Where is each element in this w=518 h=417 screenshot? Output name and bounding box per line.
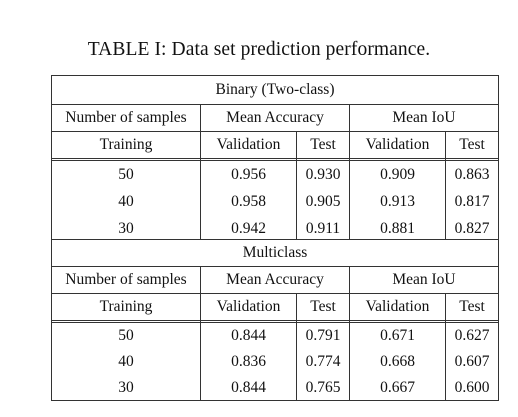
iou-validation-value: 0.881 <box>380 219 415 237</box>
results-table: Binary (Two-class) Number of samples Mea… <box>51 75 499 401</box>
iou-test-value: 0.607 <box>454 353 490 370</box>
iou-validation-value: 0.667 <box>380 378 415 396</box>
table-row: 50 0.956 0.930 0.909 0.863 <box>52 161 498 188</box>
acc-test-value: 0.791 <box>305 327 341 344</box>
table-caption: TABLE I: Data set prediction performance… <box>87 39 431 60</box>
section-title-row: Multiclass <box>52 240 498 266</box>
training-count: 50 <box>118 327 134 344</box>
acc-validation-value: 0.844 <box>231 378 266 396</box>
iou-test-value: 0.817 <box>454 192 490 210</box>
acc-validation-value: 0.844 <box>231 327 266 344</box>
training-count: 30 <box>118 378 134 396</box>
col-header-samples: Number of samples <box>65 109 187 126</box>
iou-test-value: 0.827 <box>454 219 490 237</box>
header-row-1: Number of samples Mean Accuracy Mean IoU <box>52 105 498 131</box>
header-row-2: Training Validation Test Validation Test <box>52 132 498 158</box>
acc-test-value: 0.905 <box>305 192 341 210</box>
section-title: Binary (Two-class) <box>215 81 335 98</box>
acc-validation-value: 0.956 <box>231 165 266 183</box>
table-row: 50 0.844 0.791 0.671 0.627 <box>52 323 498 349</box>
col-header-iou-validation: Validation <box>365 298 430 315</box>
col-header-acc-validation: Validation <box>216 136 281 153</box>
table-row: 30 0.942 0.911 0.881 0.827 <box>52 215 498 242</box>
col-header-training: Training <box>99 136 153 153</box>
acc-validation-value: 0.958 <box>231 192 266 210</box>
col-header-iou-test: Test <box>459 298 485 315</box>
table-row: 40 0.958 0.905 0.913 0.817 <box>52 188 498 215</box>
iou-test-value: 0.600 <box>454 378 490 396</box>
acc-test-value: 0.911 <box>305 219 341 237</box>
iou-test-value: 0.627 <box>454 327 490 344</box>
iou-test-value: 0.863 <box>454 165 490 183</box>
col-header-training: Training <box>99 298 153 315</box>
training-count: 40 <box>118 192 134 210</box>
iou-validation-value: 0.913 <box>380 192 415 210</box>
acc-validation-value: 0.942 <box>231 219 266 237</box>
acc-test-value: 0.774 <box>305 353 341 370</box>
acc-test-value: 0.765 <box>305 378 341 396</box>
col-header-acc-validation: Validation <box>216 298 281 315</box>
col-header-mean-iou: Mean IoU <box>392 109 456 126</box>
training-count: 30 <box>118 219 134 237</box>
header-row-1: Number of samples Mean Accuracy Mean IoU <box>52 267 498 293</box>
training-count: 50 <box>118 165 134 183</box>
col-header-samples: Number of samples <box>65 271 187 288</box>
col-header-acc-test: Test <box>310 298 336 315</box>
acc-test-value: 0.930 <box>305 165 341 183</box>
col-header-mean-iou: Mean IoU <box>392 271 456 288</box>
iou-validation-value: 0.668 <box>380 353 415 370</box>
iou-validation-value: 0.909 <box>380 165 415 183</box>
col-header-acc-test: Test <box>310 136 336 153</box>
section-title: Multiclass <box>242 244 308 261</box>
iou-validation-value: 0.671 <box>380 327 415 344</box>
col-header-iou-validation: Validation <box>365 136 430 153</box>
header-row-2: Training Validation Test Validation Test <box>52 294 498 320</box>
section-title-row: Binary (Two-class) <box>52 76 498 104</box>
table-row: 40 0.836 0.774 0.668 0.607 <box>52 349 498 375</box>
training-count: 40 <box>118 353 134 370</box>
col-header-iou-test: Test <box>459 136 485 153</box>
table-row: 30 0.844 0.765 0.667 0.600 <box>52 375 498 400</box>
acc-validation-value: 0.836 <box>231 353 266 370</box>
col-header-mean-accuracy: Mean Accuracy <box>226 271 324 288</box>
col-header-mean-accuracy: Mean Accuracy <box>226 109 324 126</box>
